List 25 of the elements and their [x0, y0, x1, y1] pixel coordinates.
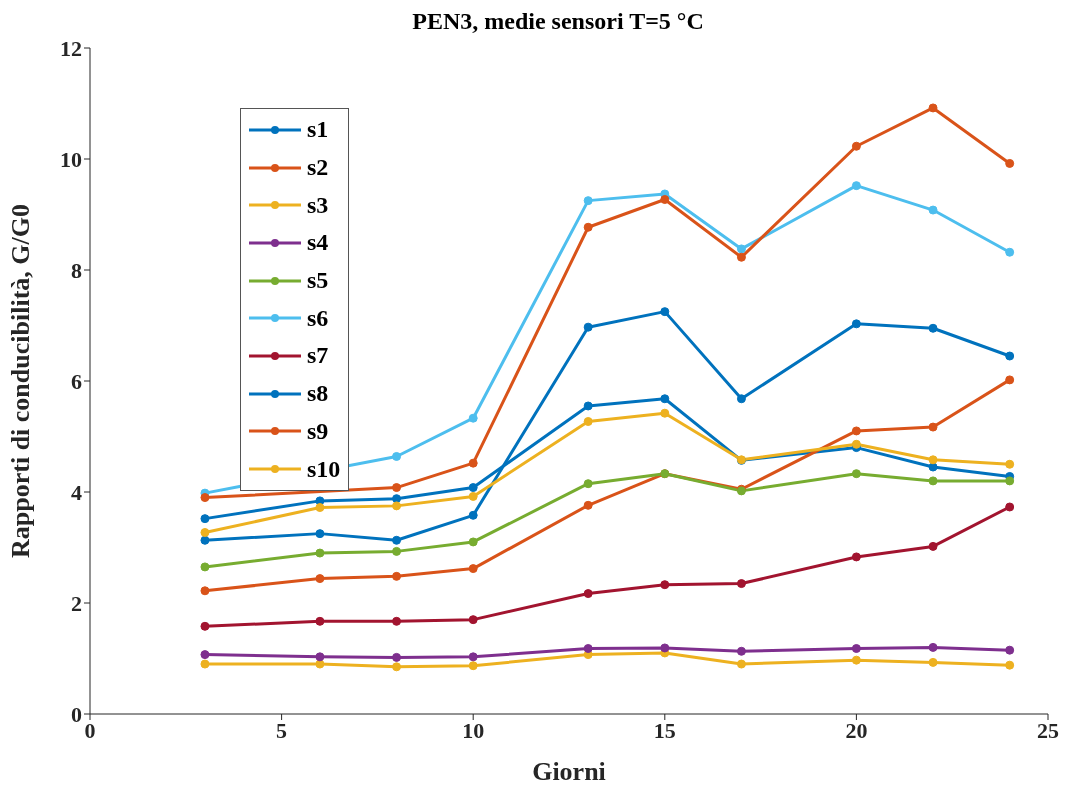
y-axis-title: Rapporti di conducibilità, G/G0	[6, 204, 36, 558]
y-tick-label: 0	[71, 701, 82, 727]
y-tick-label: 2	[71, 590, 82, 616]
x-tick-label: 10	[462, 717, 485, 743]
y-tick-label: 6	[71, 368, 82, 394]
y-tick-label: 12	[60, 35, 82, 61]
y-tick-label: 4	[71, 479, 82, 505]
legend-label: s8	[307, 380, 329, 408]
legend-label: s6	[307, 304, 329, 332]
legend-label: s2	[307, 154, 329, 182]
legend-label: s5	[307, 267, 329, 295]
legend-label: s1	[307, 116, 329, 144]
chart-title: PEN3, medie sensori T=5 °C	[411, 8, 705, 35]
legend-label: s3	[307, 191, 329, 219]
y-tick-label: 10	[60, 146, 82, 172]
legend-label: s7	[307, 342, 329, 370]
x-tick-label: 25	[1037, 717, 1059, 743]
x-tick-label: 20	[845, 717, 868, 743]
y-tick-label: 8	[71, 257, 82, 283]
x-tick-label: 5	[276, 717, 288, 743]
x-tick-label: 15	[653, 717, 676, 743]
legend-label: s10	[307, 455, 341, 483]
x-axis-title: Giorni	[532, 757, 606, 786]
legend-label: s4	[307, 229, 329, 257]
legend-label: s9	[307, 417, 329, 445]
